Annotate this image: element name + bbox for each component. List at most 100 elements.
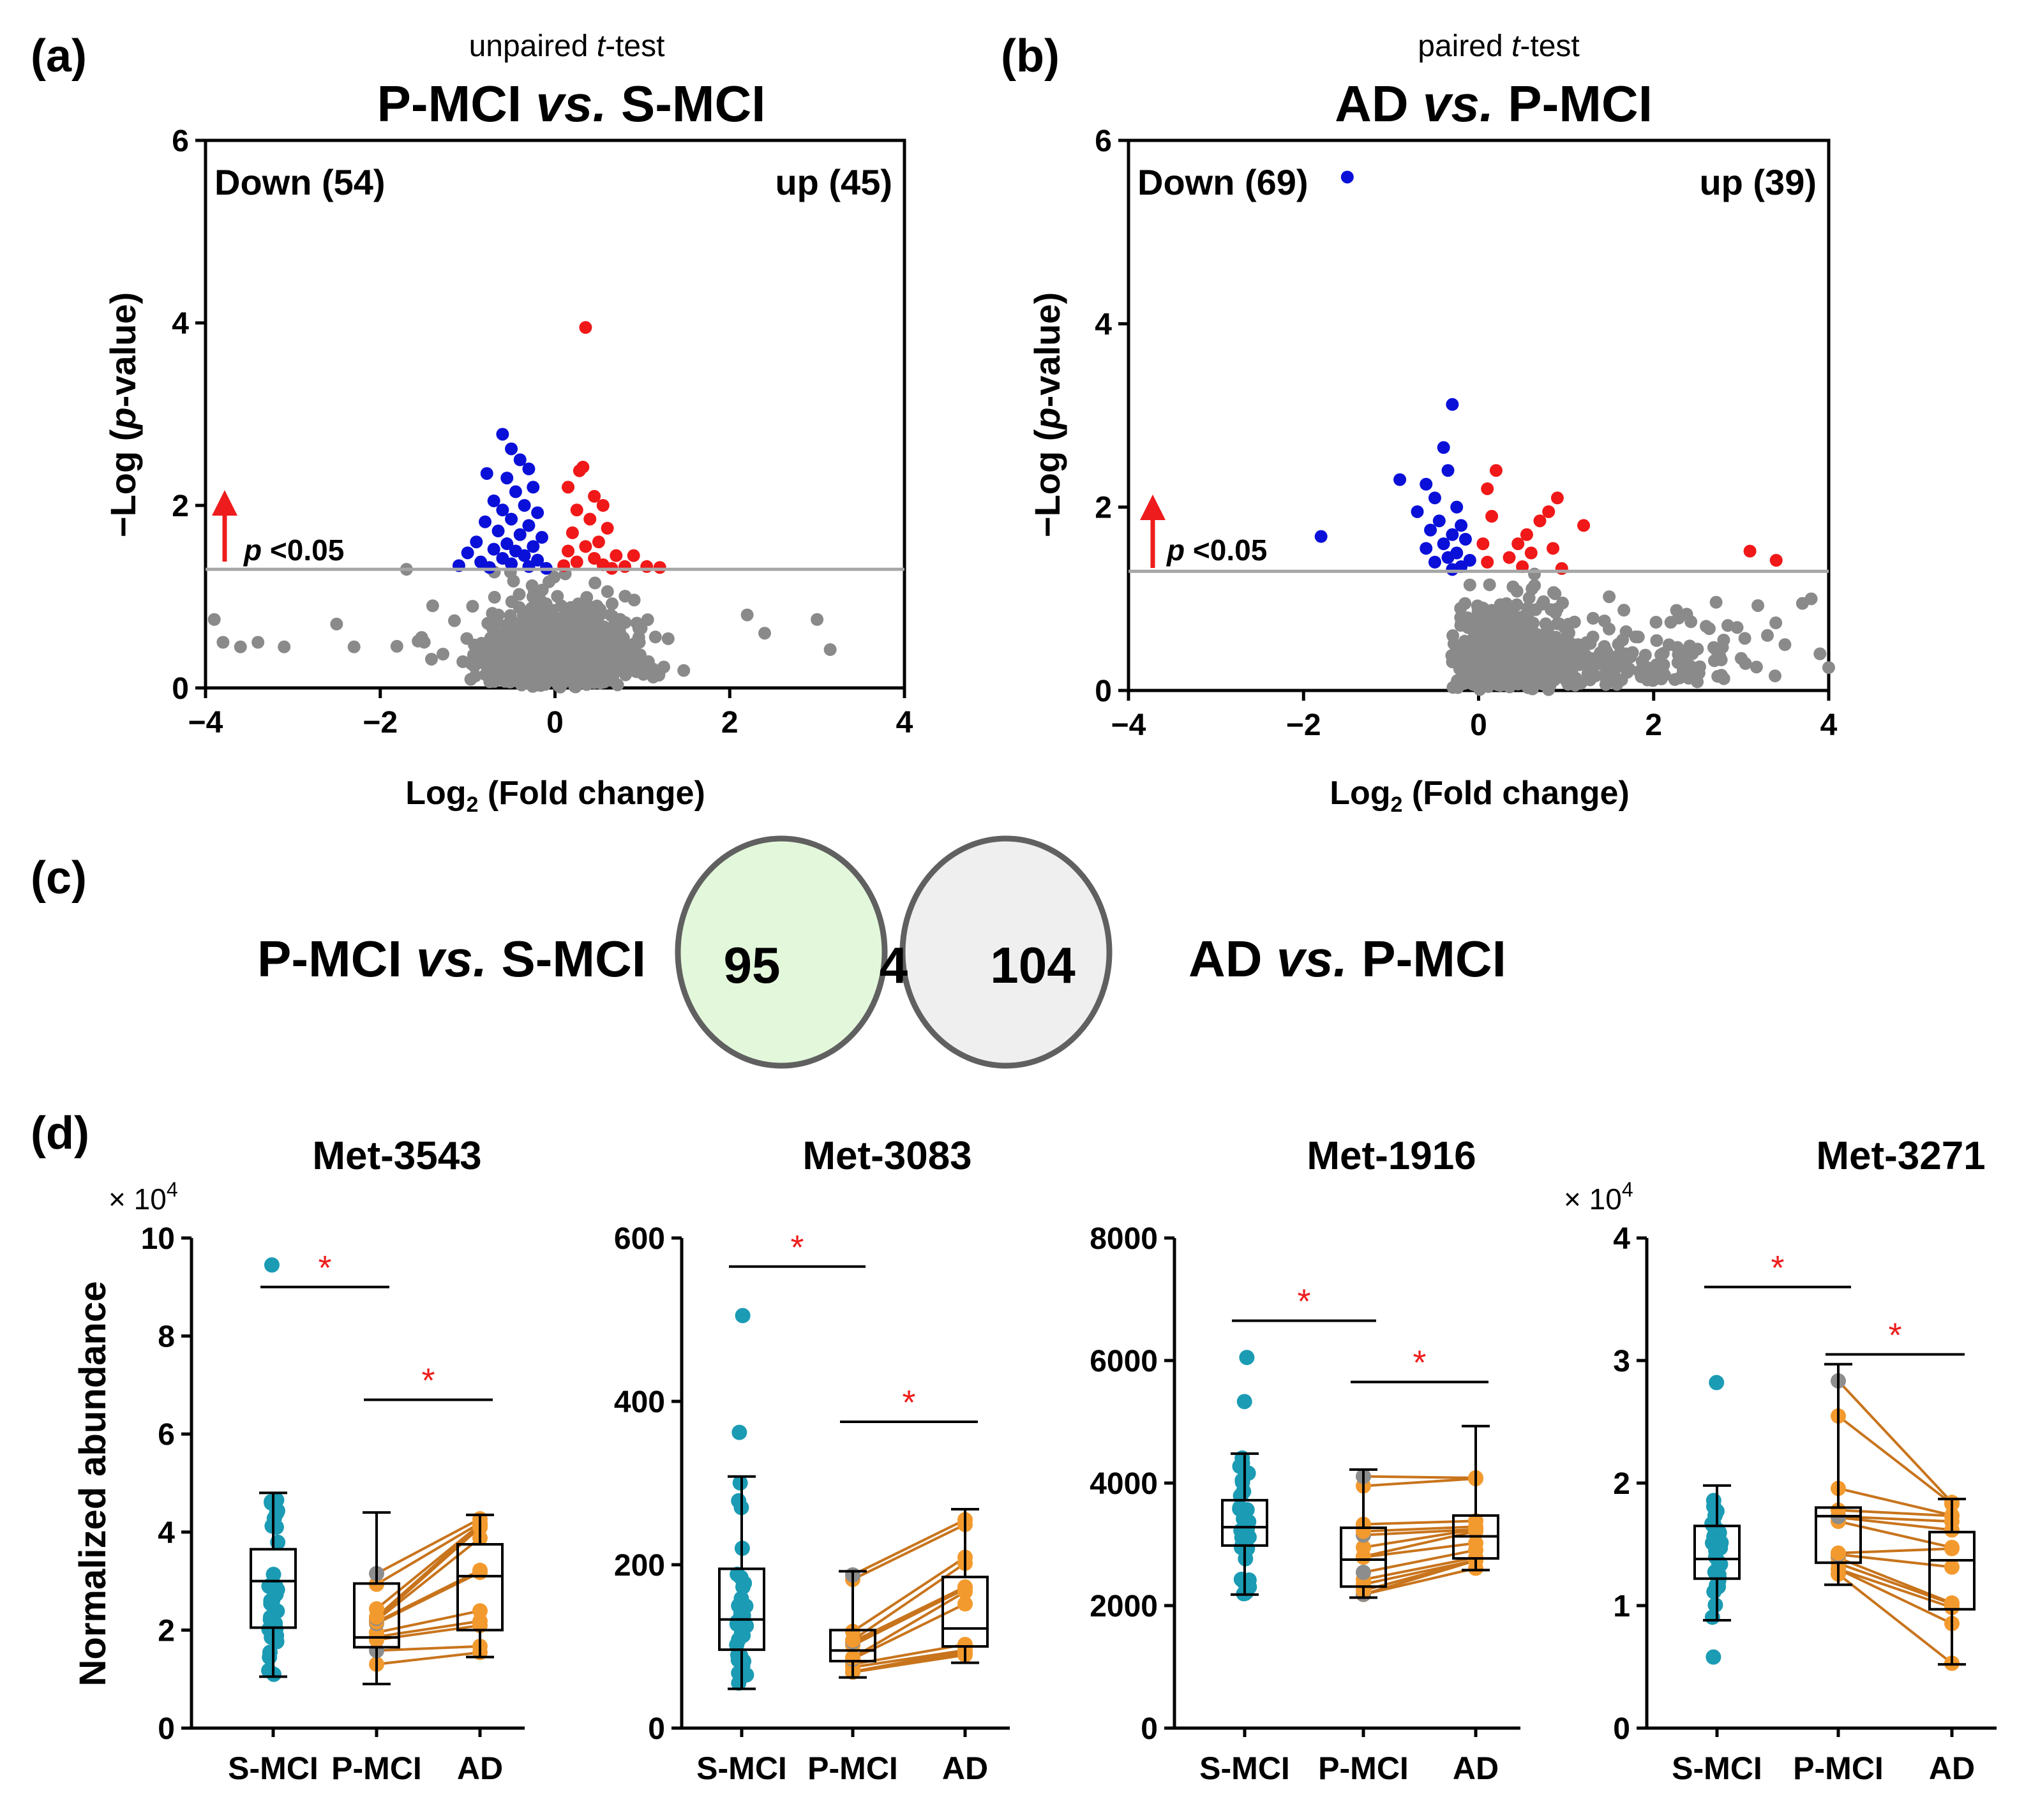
panel-a-down-point: [500, 537, 514, 551]
panel-a-up-point: [562, 544, 575, 558]
panel-a-up-point: [566, 526, 579, 539]
panel-a-up-point: [619, 560, 631, 573]
panel-b-ns-point: [1462, 675, 1476, 689]
panel-b-ns-point: [1617, 604, 1631, 617]
panel-a-ns-point: [606, 674, 619, 687]
paired-line: [375, 1537, 481, 1622]
boxplot-ytick-label: 1: [1613, 1590, 1630, 1623]
panel-a-down-point: [483, 561, 496, 574]
panel-b-points: [1314, 170, 1835, 696]
smci-point: [739, 1618, 754, 1634]
panel-a-ns-point: [649, 630, 662, 644]
panel-a-ns-point: [569, 615, 582, 628]
panel-a-down-point: [487, 494, 500, 507]
panel-a-not-significant-point: [234, 640, 247, 653]
box-iqr: [1221, 1498, 1268, 1547]
box-iqr: [456, 1543, 504, 1632]
panel-a-up-point: [601, 521, 614, 535]
panel-a-xtick-label: −4: [188, 706, 223, 740]
panel-b-ns-point: [1608, 651, 1622, 664]
paired-line: [375, 1522, 481, 1586]
panel-b-ns-point: [1549, 606, 1563, 620]
panel-a-up-point: [562, 481, 575, 494]
smci-point: [1706, 1498, 1721, 1514]
panel-a-not-significant-point: [278, 640, 291, 653]
panel-a-ns-point: [424, 652, 438, 666]
boxplot-xtick-label: S-MCI: [696, 1750, 787, 1786]
boxplot-ytick-label: 400: [614, 1385, 665, 1419]
panel-b-ytick-label: 6: [1095, 124, 1112, 158]
panel-a-ns-point: [613, 613, 627, 626]
panel-a-title: P-MCI vs. S-MCI: [377, 75, 766, 132]
smci-point: [266, 1567, 281, 1583]
panel-a-ns-point: [460, 632, 474, 645]
boxplot-xtick-label: AD: [1453, 1750, 1499, 1786]
panel-a-down-point: [461, 546, 474, 560]
panel-b-ns-point: [1521, 601, 1534, 615]
smci-point: [1706, 1649, 1721, 1665]
panel-b-not-significant-point: [1822, 661, 1835, 675]
panel-a-not-significant-point: [251, 636, 265, 649]
panel-b-down-point: [1450, 500, 1464, 514]
panel-a-down-point: [531, 506, 544, 519]
box-iqr: [1340, 1526, 1387, 1588]
paired-line: [1363, 1528, 1476, 1537]
panel-b-down-point: [1458, 532, 1472, 546]
panel-a-ns-point: [528, 585, 541, 599]
panel-a-volcano: (a) unpaired t-test P-MCI vs. S-MCI −4 −2…: [31, 29, 913, 817]
paired-line: [1363, 1559, 1476, 1586]
ad-point: [472, 1562, 488, 1578]
panel-b-up-point: [1485, 510, 1499, 523]
panel-a-down-point: [470, 535, 483, 549]
paired-line: [852, 1586, 966, 1643]
panel-b-ns-point: [1670, 641, 1684, 654]
panel-c-venn: (c) P-MCI vs. S-MCI AD vs. P-MCI 95 4 104: [31, 835, 1506, 1069]
panel-b-ns-point: [1559, 620, 1572, 633]
panel-a-ns-point: [580, 668, 594, 682]
panel-b-ns-point: [1769, 616, 1783, 630]
panel-a-ns-point: [417, 636, 431, 649]
panel-b-ytick-label: 0: [1095, 675, 1112, 708]
box-iqr: [250, 1548, 297, 1629]
boxplot-ytick-label: 0: [1141, 1712, 1158, 1746]
panel-b-ylabel: −Log (p-value): [1027, 292, 1067, 537]
panel-b-title: AD vs. P-MCI: [1335, 75, 1653, 132]
panel-a-down-label: Down (54): [214, 162, 386, 202]
panel-b-ns-point: [1589, 655, 1603, 669]
panel-b-ns-point: [1649, 615, 1663, 629]
panel-a-label: (a): [31, 31, 87, 82]
panel-b-down-point: [1437, 441, 1450, 454]
panel-a-ytick-label: 6: [172, 124, 189, 158]
panel-b-ns-point: [1653, 666, 1667, 680]
panel-b-down-point: [1424, 523, 1437, 537]
paired-line: [376, 1569, 481, 1623]
panel-b-up-point: [1520, 528, 1533, 541]
panel-b-ytick-label: 2: [1095, 491, 1112, 525]
panel-a-up-point: [583, 512, 597, 526]
panel-b-ns-point: [1670, 604, 1683, 617]
venn-right-circle: [903, 839, 1109, 1066]
paired-line: [1838, 1520, 1953, 1549]
panel-a-ns-point: [525, 611, 538, 624]
panel-a-test-suffix: -test: [605, 29, 664, 63]
panel-b-up-point: [1481, 555, 1494, 569]
panel-b-ns-point: [1768, 669, 1781, 683]
panel-a-ns-point: [605, 664, 619, 677]
paired-line: [1838, 1509, 1953, 1518]
panel-b-down-point: [1446, 528, 1459, 541]
boxplot-title: Met-1916: [1307, 1134, 1476, 1178]
smci-point: [1232, 1501, 1248, 1517]
panel-a-ytick-label: 4: [172, 307, 189, 341]
ad-point: [1944, 1559, 1960, 1575]
boxplot-xtick-label: AD: [1929, 1750, 1975, 1786]
box-iqr: [941, 1576, 989, 1648]
paired-line: [1363, 1542, 1476, 1559]
paired-line: [1363, 1475, 1476, 1479]
panel-b-ns-point: [1494, 677, 1508, 690]
pmci-point: [1831, 1545, 1846, 1561]
panel-b-ns-point: [1475, 650, 1488, 663]
panel-b-ns-point: [1547, 586, 1561, 599]
panel-b-ns-point: [1550, 671, 1563, 685]
boxplot-ytick-label: 10: [141, 1222, 175, 1256]
